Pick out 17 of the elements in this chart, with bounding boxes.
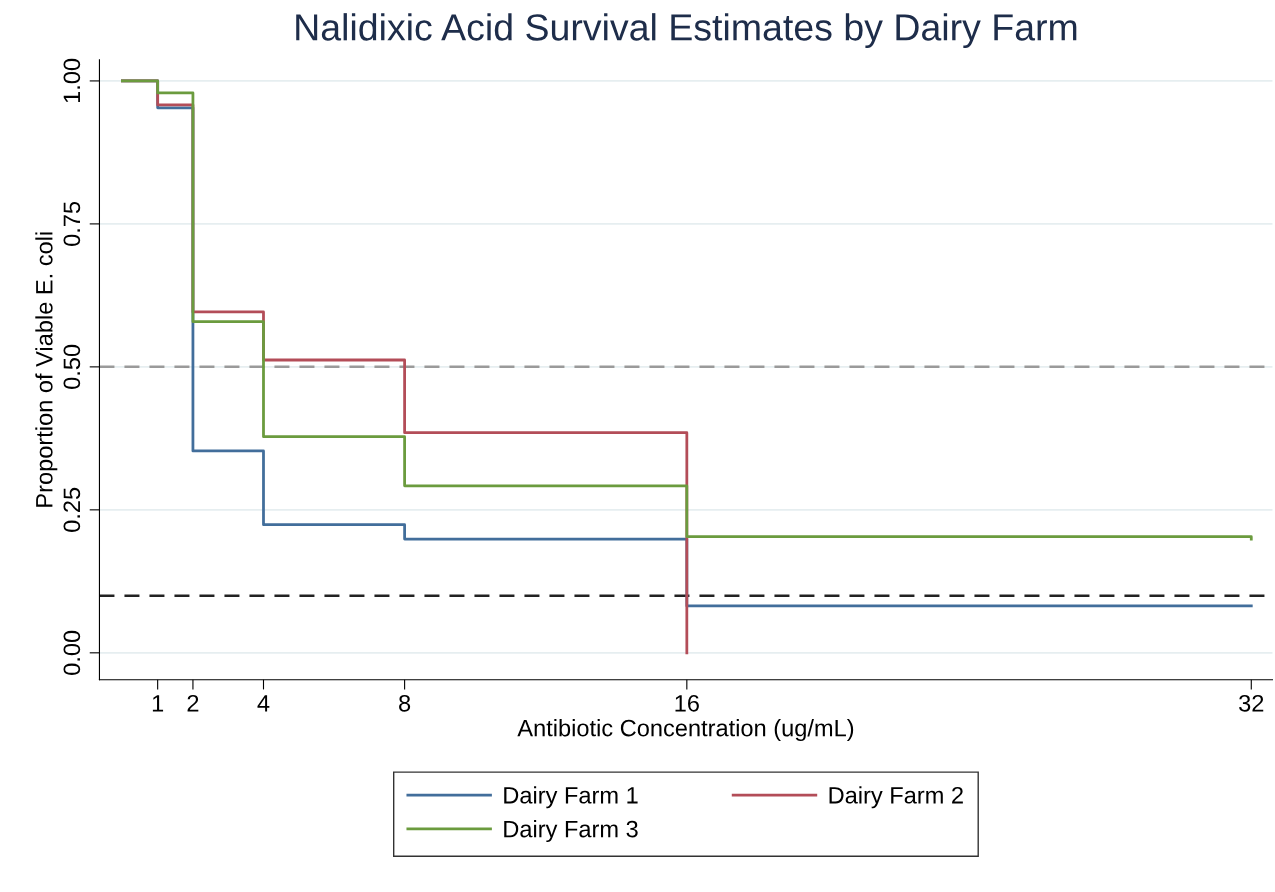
x-axis-title: Antibiotic Concentration (ug/mL) (517, 719, 854, 742)
y-axis-title: Proportion of Viable E. coli (35, 232, 58, 507)
x-tick-label: 8 (399, 694, 411, 712)
x-tick-label: 4 (257, 695, 270, 712)
x-tick-label: 16 (675, 694, 699, 712)
chart-title: Nalidixic Acid Survival Estimates by Dairy Farm (296, 13, 1077, 49)
y-tick-label: 0.75 (63, 201, 81, 246)
x-tick-label: 2 (187, 694, 199, 712)
legend-label: Dairy Farm 1 (504, 786, 638, 809)
legend-label: Dairy Farm 2 (829, 786, 963, 809)
legend-label: Dairy Farm 3 (504, 820, 638, 843)
y-tick-label: 1.00 (63, 58, 81, 103)
x-tick-label: 1 (152, 695, 164, 712)
y-tick-label: 0.25 (63, 487, 81, 532)
y-tick-label: 0.00 (63, 630, 81, 675)
x-tick-label: 32 (1239, 694, 1264, 712)
y-tick-label: 0.50 (63, 344, 81, 389)
